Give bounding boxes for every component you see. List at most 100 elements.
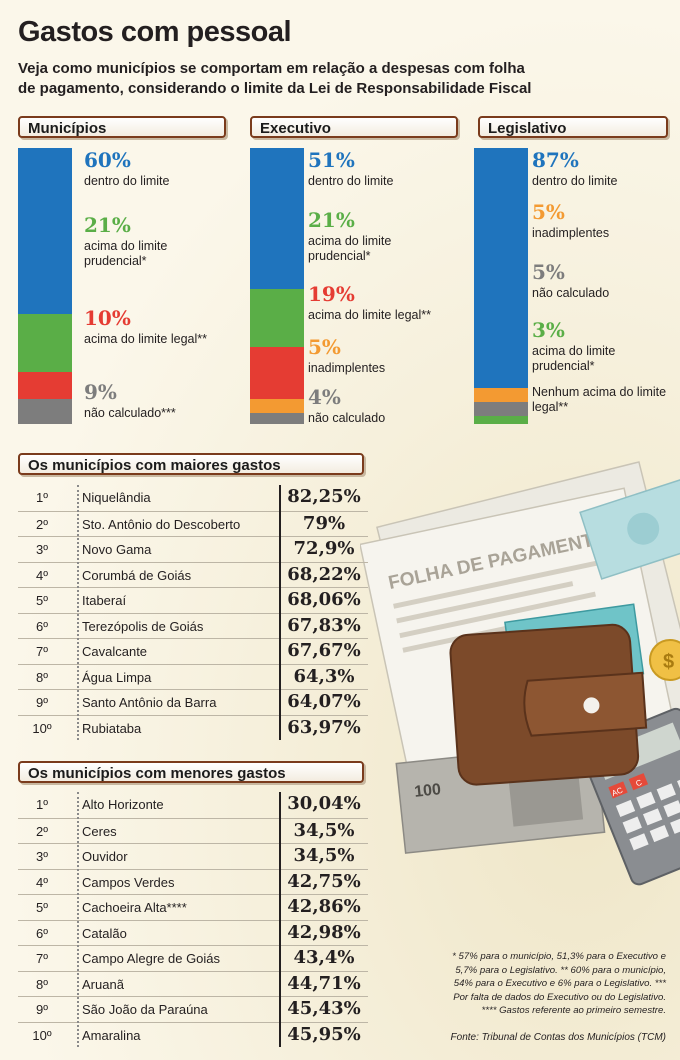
bar-segment [18, 371, 72, 400]
city-name: Terezópolis de Goiás [82, 618, 204, 634]
expense-percent: 42,98% [287, 921, 361, 943]
calc-key-ac: AC [610, 785, 624, 798]
table-row: 7º Campo Alegre de Goiás 43,4% [18, 945, 368, 971]
rank-number: 9º [36, 695, 48, 710]
bar-segment [250, 346, 304, 400]
table-row: 5º Cachoeira Alta**** 42,86% [18, 894, 368, 920]
rank-number: 3º [36, 849, 48, 864]
maiores-gastos-tab: Os municípios com maiores gastos [18, 453, 364, 475]
column-divider [77, 485, 79, 740]
rank-number: 6º [36, 618, 48, 634]
rank-number: 3º [36, 542, 48, 557]
expense-percent: 67,67% [287, 640, 361, 661]
legislativo-tab: Legislativo [478, 116, 668, 138]
table-row: 1º Niquelândia 82,25% [18, 485, 368, 510]
column-divider [279, 792, 281, 1047]
table-row: 4º Campos Verdes 42,75% [18, 868, 368, 895]
footnote-line: 5,7% para o Legislativo. ** 60% para o m… [455, 964, 666, 976]
table-row: 6º Terezópolis de Goiás 67,83% [18, 612, 368, 639]
expense-percent: 44,71% [287, 972, 361, 994]
city-name: Ceres [82, 823, 117, 839]
stacked-bar [18, 148, 72, 424]
rank-number: 2º [36, 516, 48, 532]
rank-number: 10º [32, 1027, 52, 1043]
rank-number: 2º [36, 823, 48, 839]
expense-percent: 67,83% [287, 614, 361, 636]
expense-percent: 82,25% [287, 486, 361, 507]
city-name: Campos Verdes [82, 874, 175, 890]
footnote: * 57% para o município, 51,3% para o Exe… [414, 950, 666, 1018]
expense-percent: 68,06% [287, 589, 361, 610]
executivo-tab: Executivo [250, 116, 458, 138]
segment-label: dentro do limite [308, 174, 394, 188]
source-note: Fonte: Tribunal de Contas dos Municípios… [450, 1032, 666, 1043]
segment-percent: 10% [84, 306, 131, 330]
segment-label: Nenhum acima do limite legal** [532, 385, 667, 414]
city-name: Aruanã [82, 976, 124, 992]
table-row: 8º Aruanã 44,71% [18, 970, 368, 997]
rank-number: 7º [36, 951, 48, 966]
table-row: 5º Itaberaí 68,06% [18, 587, 368, 613]
expense-percent: 45,95% [287, 1023, 361, 1045]
bar-segment [250, 288, 304, 347]
expense-percent: 68,22% [287, 563, 361, 585]
expense-percent: 45,43% [287, 998, 361, 1019]
city-name: Ouvidor [82, 849, 128, 864]
segment-label: inadimplentes [308, 361, 386, 375]
expense-percent: 34,5% [293, 819, 355, 841]
bar-segment [474, 148, 528, 389]
bar-segment [474, 415, 528, 424]
segment-percent: 3% [532, 318, 565, 342]
footnote-line: * 57% para o município, 51,3% para o Exe… [452, 951, 666, 962]
table-row: 1º Alto Horizonte 30,04% [18, 792, 368, 817]
bar-segment [18, 148, 72, 314]
expense-percent: 64,3% [293, 665, 355, 687]
expense-percent: 34,5% [293, 845, 355, 866]
segment-percent: 87% [532, 148, 579, 172]
rank-number: 1º [36, 797, 48, 812]
payroll-illustration: FOLHA DE PAGAMENTO 100 $ 100 AC C [360, 461, 680, 886]
city-name: Santo Antônio da Barra [82, 695, 217, 710]
table-row: 3º Ouvidor 34,5% [18, 843, 368, 869]
segment-percent: 19% [308, 282, 355, 306]
column-divider [279, 485, 281, 740]
expense-percent: 42,75% [287, 870, 361, 892]
rank-number: 5º [36, 900, 48, 915]
segment-label: acima do limite prudencial* [84, 239, 168, 268]
city-name: Novo Gama [82, 542, 152, 557]
rank-number: 5º [36, 593, 48, 608]
rank-number: 9º [36, 1002, 48, 1017]
segment-percent: 4% [308, 385, 341, 409]
rank-number: 7º [36, 644, 48, 659]
rank-number: 4º [36, 567, 48, 583]
expense-percent: 64,07% [287, 691, 361, 712]
bar-segment [250, 399, 304, 413]
footnote-line: **** Gastos referente ao primeiro semest… [481, 1005, 667, 1016]
expense-percent: 79% [302, 512, 346, 534]
table-row: 7º Cavalcante 67,67% [18, 638, 368, 664]
municipios-tab: Municípios [18, 116, 226, 138]
segment-label: inadimplentes [532, 226, 610, 240]
subtitle-line-2: de pagamento, considerando o limite da L… [18, 80, 532, 97]
city-name: Amaralina [82, 1027, 141, 1043]
table-row: 10º Amaralina 45,95% [18, 1021, 368, 1048]
city-name: Rubiataba [82, 720, 142, 736]
calc-key-c: C [635, 778, 644, 789]
rank-number: 8º [36, 976, 48, 992]
rank-number: 6º [36, 925, 48, 941]
subtitle-line-1: Veja como municípios se comportam em rel… [18, 60, 525, 77]
expense-percent: 63,97% [287, 716, 361, 738]
expense-percent: 30,04% [287, 793, 361, 814]
bar-segment [474, 401, 528, 416]
city-name: Itaberaí [82, 593, 127, 608]
city-name: Cachoeira Alta**** [82, 900, 187, 915]
table-row: 3º Novo Gama 72,9% [18, 536, 368, 562]
expense-percent: 72,9% [293, 538, 355, 559]
wallet-icon [449, 623, 648, 786]
table-row: 6º Catalão 42,98% [18, 919, 368, 946]
segment-percent: 21% [84, 213, 131, 237]
bar-segment [474, 388, 528, 402]
segment-label: não calculado [308, 411, 386, 425]
stacked-bar [250, 148, 304, 424]
segment-percent: 5% [532, 200, 565, 224]
